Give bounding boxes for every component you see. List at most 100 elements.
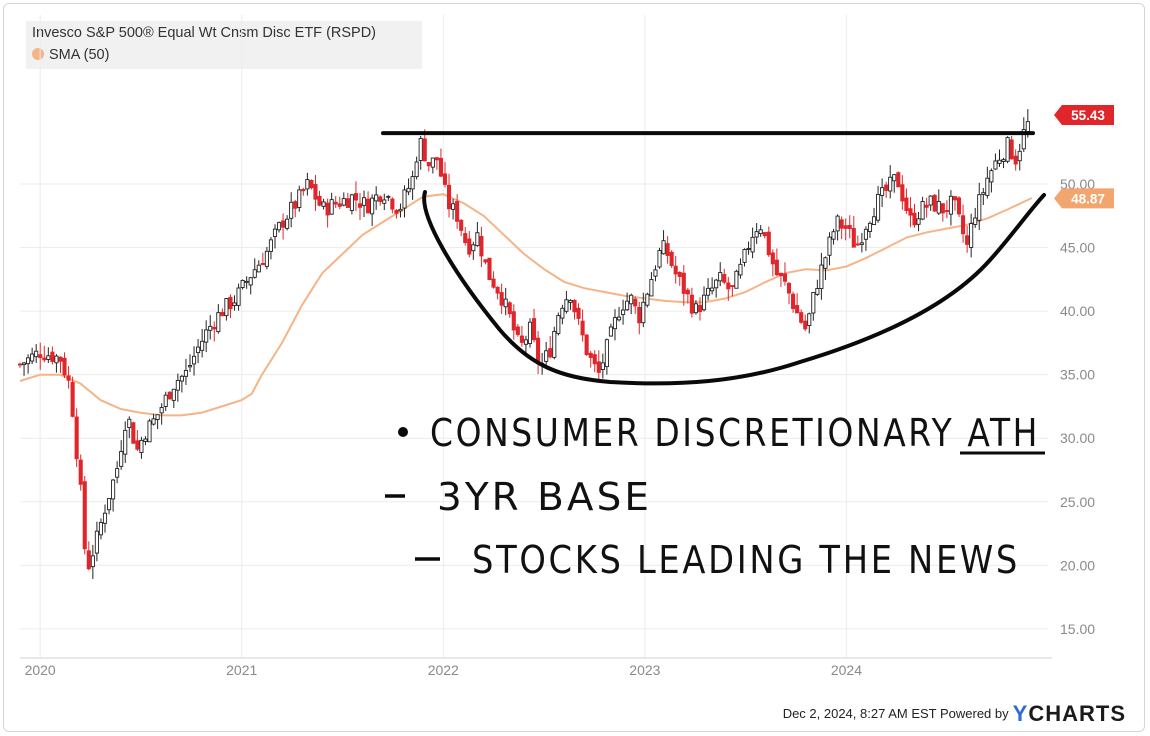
candle-body — [438, 157, 443, 177]
candle-body — [977, 194, 982, 221]
candle-body — [402, 189, 407, 209]
candle-body — [608, 326, 613, 337]
candle-body — [815, 288, 820, 295]
candle-body — [523, 339, 528, 345]
candle-body — [353, 193, 358, 201]
x-tick-label: 2022 — [428, 662, 459, 678]
candle-body — [762, 232, 767, 237]
last-price-badge-shape — [1054, 104, 1114, 125]
candle-body — [345, 198, 350, 208]
grid-lines — [20, 15, 1048, 658]
candle-body — [196, 346, 201, 354]
candle-body — [333, 201, 338, 205]
candle-body — [475, 232, 480, 247]
candle-body — [38, 354, 43, 359]
candle-body — [232, 302, 237, 307]
candle-body — [669, 251, 674, 266]
candle-body — [754, 231, 759, 238]
candle-body — [386, 195, 391, 198]
last-sma-badge-shape — [1054, 188, 1114, 209]
candle-body — [224, 298, 229, 317]
candle-body — [592, 354, 597, 365]
candle-body — [871, 216, 877, 226]
candle-body — [936, 200, 941, 214]
candle-body — [46, 355, 51, 360]
candle-body — [208, 325, 213, 331]
candle-body — [952, 196, 958, 201]
candle-body — [264, 250, 269, 267]
candle-body — [596, 361, 601, 373]
candle-body — [289, 201, 294, 219]
ycharts-logo[interactable]: YCHARTS — [1013, 701, 1126, 726]
candle-body — [98, 522, 103, 536]
candle-body — [507, 302, 512, 315]
candle-body — [426, 161, 431, 167]
candle-body — [216, 312, 221, 333]
candle-body — [531, 318, 537, 341]
candle-body — [155, 414, 160, 420]
candle-body — [612, 317, 618, 330]
candle-body — [313, 184, 318, 200]
candle-body — [827, 236, 832, 256]
candle-body — [430, 157, 435, 168]
candle-body — [455, 201, 460, 222]
candle-body — [989, 170, 994, 183]
candle-body — [374, 194, 379, 202]
candle-body — [568, 299, 573, 303]
candle-body — [564, 299, 569, 312]
candle-body — [584, 334, 589, 355]
candle-body — [807, 313, 812, 326]
candle-body — [366, 198, 371, 214]
candle-body — [693, 303, 698, 314]
candle-body — [653, 269, 658, 277]
candle-body — [260, 263, 265, 266]
candle-body — [167, 391, 172, 400]
candle-body — [600, 362, 605, 371]
candle-body — [131, 422, 136, 444]
y-tick-label: 15.00 — [1060, 621, 1095, 637]
candle-body — [661, 240, 666, 255]
candle-body — [406, 187, 411, 193]
candle-body — [370, 197, 375, 215]
candle-body — [398, 208, 403, 212]
candle-body — [281, 220, 286, 228]
candle-body — [920, 201, 925, 220]
candle-body — [726, 282, 731, 290]
candle-body — [62, 357, 67, 376]
candle-body — [645, 293, 650, 306]
candle-body — [795, 305, 800, 314]
candle-body — [268, 239, 273, 252]
candle-body — [576, 307, 581, 319]
candle-body — [714, 279, 719, 289]
legend-box — [26, 21, 422, 69]
y-tick-label: 30.00 — [1060, 430, 1095, 446]
candle-body — [948, 195, 953, 215]
candle-body — [434, 157, 439, 161]
candle-body — [175, 379, 180, 391]
candle-body — [94, 530, 99, 554]
sma-color-swatch — [32, 48, 44, 60]
candle-body — [66, 375, 71, 381]
candle-body — [896, 172, 901, 188]
candle-body — [965, 235, 970, 245]
candle-body — [892, 174, 897, 182]
candle-body — [301, 188, 306, 192]
candle-body — [993, 160, 998, 170]
candle-body — [503, 298, 508, 308]
candle-body — [649, 279, 654, 297]
candle-body — [835, 215, 840, 232]
candle-body — [697, 304, 703, 313]
candle-body — [187, 365, 193, 368]
candle-body — [451, 203, 456, 210]
candle-body — [163, 394, 168, 407]
candle-body — [1001, 159, 1006, 162]
candle-body — [847, 224, 852, 229]
candle-body — [863, 228, 868, 240]
candle-body — [665, 243, 670, 256]
candle-body — [588, 352, 593, 358]
candle-body — [115, 468, 120, 478]
candle-body — [625, 300, 630, 311]
candle-body — [511, 311, 516, 331]
candle-body — [657, 250, 662, 268]
last-price-badge-label: 55.43 — [1071, 108, 1105, 123]
